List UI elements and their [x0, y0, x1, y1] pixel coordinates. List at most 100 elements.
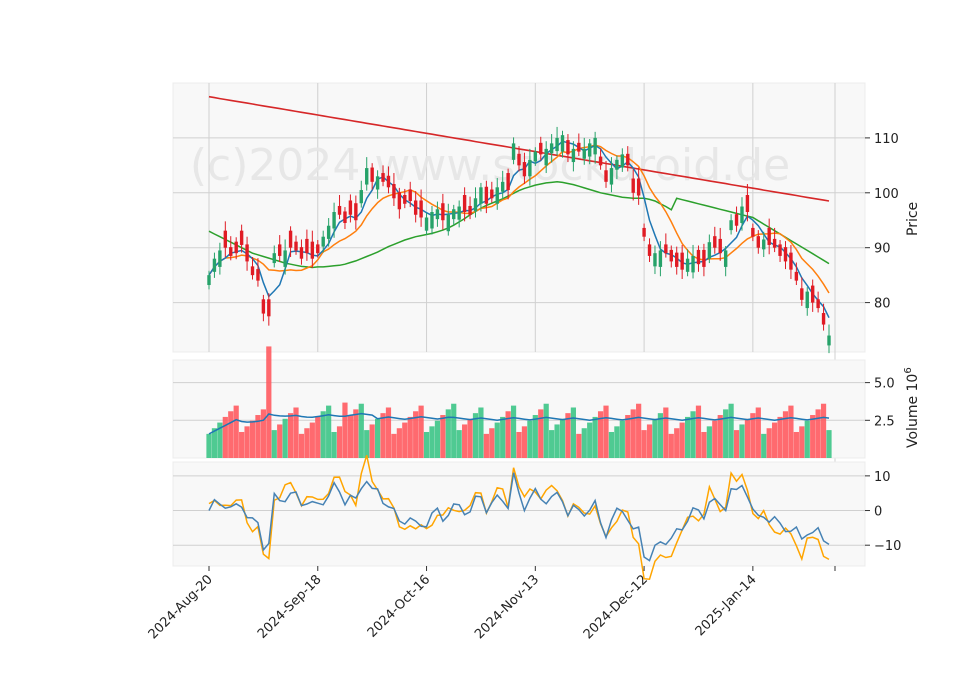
candle-body	[636, 178, 641, 196]
candle-body	[468, 205, 472, 215]
volume-bar	[674, 428, 680, 458]
x-axis: 2024-Aug-20 2024-Sep-18 2024-Oct-16 2024-No…	[146, 566, 836, 642]
volume-bar	[706, 426, 712, 458]
candle-body	[288, 230, 293, 248]
candle-body	[250, 266, 255, 276]
volume-bar	[494, 422, 500, 458]
candle-body	[756, 236, 760, 248]
volume-bar	[249, 420, 256, 458]
volume-bar	[462, 424, 468, 458]
volume-bar	[255, 415, 261, 458]
candle-body	[560, 135, 565, 152]
candle-body	[484, 186, 489, 204]
candle-body	[827, 335, 831, 346]
volume-bar	[353, 409, 359, 458]
candle-body	[473, 198, 478, 212]
candle-body	[664, 244, 668, 254]
candle-body	[783, 247, 788, 262]
volume-bar	[820, 403, 827, 458]
volume-bar	[521, 426, 528, 458]
candle-body	[713, 236, 717, 248]
candle-body	[337, 205, 342, 215]
volume-bar	[663, 407, 669, 458]
x-tick-label: 2024-Dec-12	[581, 572, 651, 642]
candle-body	[609, 168, 614, 185]
volume-bar	[614, 426, 620, 458]
candle-body	[229, 247, 233, 256]
volume-axis-label: Volume 106	[903, 367, 921, 448]
candle-body	[653, 253, 657, 267]
x-tick-label: 2024-Oct-16	[365, 572, 433, 640]
volume-bar	[793, 431, 799, 458]
volume-bar	[592, 416, 598, 458]
candle-body	[267, 299, 271, 317]
candle-body	[479, 187, 483, 204]
candle-body	[452, 209, 456, 220]
candle-body	[294, 241, 298, 251]
candle-body	[615, 159, 619, 170]
volume-bar	[510, 405, 517, 458]
volume-bar	[608, 431, 615, 458]
volume-bar	[364, 430, 370, 458]
volume-bar	[777, 416, 783, 458]
volume-bar	[804, 420, 810, 458]
candle-body	[544, 148, 548, 166]
candle-body	[751, 227, 755, 237]
volume-bar	[336, 426, 343, 458]
candle-body	[261, 299, 266, 314]
volume-bar	[641, 430, 647, 458]
candle-body	[370, 167, 374, 182]
candle-body	[245, 244, 249, 262]
volume-bar	[217, 422, 223, 458]
candle-body	[707, 242, 712, 259]
volume-bar	[320, 411, 326, 458]
candle-body	[810, 285, 815, 303]
volume-bar	[690, 411, 696, 458]
candle-body	[354, 203, 358, 221]
candle-body	[588, 143, 592, 157]
candle-body	[675, 252, 679, 267]
volume-bar	[543, 403, 549, 458]
volume-bar	[581, 428, 587, 458]
candle-body	[305, 238, 309, 254]
candle-body	[577, 142, 581, 152]
volume-bar	[733, 430, 740, 458]
volume-bar	[342, 402, 348, 458]
volume-bar	[287, 413, 294, 458]
candle-body	[680, 252, 684, 270]
candle-body	[789, 252, 793, 270]
volume-bar	[679, 422, 685, 458]
volume-bar	[260, 409, 266, 458]
volume-bar	[315, 416, 321, 458]
candle-body	[441, 203, 445, 221]
price-tick-label: 100	[874, 187, 899, 202]
volume-bar	[440, 415, 446, 458]
volume-bar	[570, 407, 576, 458]
candle-body	[571, 148, 576, 163]
candle-body	[365, 168, 369, 185]
x-tick-label: 2024-Aug-20	[146, 572, 216, 642]
candle-body	[555, 137, 559, 152]
volume-bar	[772, 422, 778, 458]
price-tick-label: 110	[874, 132, 899, 147]
volume-bar	[472, 413, 479, 458]
candle-body	[310, 241, 315, 259]
candle-body	[539, 142, 543, 155]
candle-body	[321, 236, 325, 247]
candle-body	[359, 190, 363, 204]
candle-body	[375, 176, 380, 190]
volume-bar	[527, 420, 533, 458]
oscillator-panel: 10 0 −10	[172, 455, 901, 581]
candle-body	[511, 143, 516, 160]
price-tick-label: 90	[874, 242, 891, 257]
volume-bar	[298, 433, 305, 458]
candle-body	[381, 173, 385, 182]
volume-tick-label: 2.5	[874, 414, 895, 429]
volume-bar	[723, 409, 729, 458]
candle-body	[723, 250, 728, 267]
candle-body	[658, 250, 663, 267]
volume-bar	[619, 420, 625, 458]
candle-body	[647, 244, 652, 256]
volume-bar	[701, 431, 707, 458]
